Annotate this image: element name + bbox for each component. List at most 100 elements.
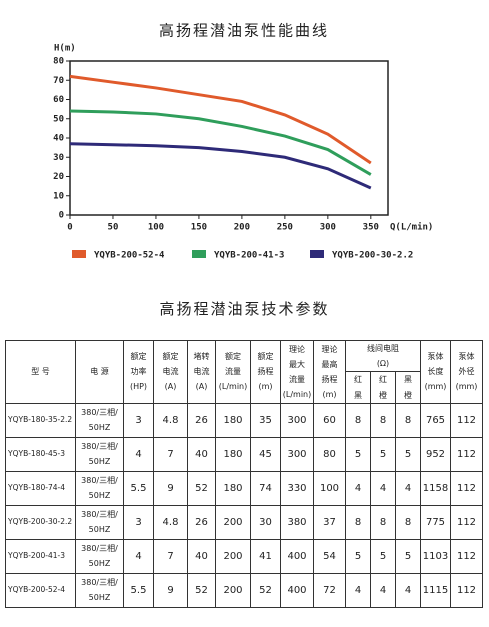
- line: [69, 109, 372, 176]
- x-tick-label: 300: [320, 223, 336, 233]
- cell-text: (mm): [455, 382, 478, 392]
- header-cell: 红橙: [370, 371, 396, 404]
- cell: 112: [450, 436, 483, 472]
- cell: 4: [395, 470, 421, 506]
- cell: 380/三相/50HZ: [75, 504, 124, 540]
- x-tick-label: 350: [363, 223, 379, 233]
- cell-text: 线间电阻: [367, 344, 399, 353]
- cell: 4: [345, 572, 371, 608]
- y-tick-label: 50: [53, 114, 64, 124]
- cell: 4: [370, 572, 396, 608]
- cell: 4.8: [153, 504, 188, 540]
- cell-text: 理论: [321, 344, 338, 354]
- cell-text: (HP): [129, 382, 148, 392]
- legend-swatch: [192, 250, 206, 258]
- cell-text: 功率: [130, 367, 147, 377]
- cell: YQYB-200-41-3: [5, 538, 76, 574]
- cell: YQYB-180-74-4: [5, 470, 76, 506]
- spec-table: 型 号电 源额定 功率 (HP) 额定 电流 (A) 堵转 电流 (A) 额定 流量 (L/min) 额…: [5, 339, 483, 608]
- cell-text: (m): [322, 390, 337, 400]
- cell: 112: [450, 402, 483, 438]
- y-tick-label: 70: [53, 76, 64, 86]
- cell: 380/三相/50HZ: [75, 470, 124, 506]
- header-row: 红黑红橙黑橙: [6, 371, 483, 404]
- cell: 1115: [420, 572, 451, 608]
- data-row: YQYB-180-45-3 380/三相/50HZ 4 7 40 180 45 300 80 5 5…: [5, 436, 483, 472]
- legend-label: YQYB-200-41-3: [214, 251, 284, 261]
- x-tick-label: 50: [108, 223, 119, 233]
- cell: 3: [123, 504, 154, 540]
- cell-text: 最大: [289, 359, 305, 369]
- x-tick-label: 100: [148, 223, 164, 233]
- cell: 180: [215, 470, 251, 506]
- cell-text: 380/三相/: [81, 544, 118, 554]
- cell: 300: [280, 402, 314, 438]
- header-row: 型 号电 源额定 功率 (HP) 额定 电流 (A) 堵转 电流 (A) 额定 流量 (L/min) 额…: [5, 339, 483, 404]
- cell: 200: [215, 538, 251, 574]
- line: [69, 74, 372, 165]
- line: [69, 142, 372, 190]
- legend-swatch: [72, 250, 86, 258]
- cell-text: 50HZ: [88, 593, 111, 603]
- cell: 200: [215, 572, 251, 608]
- cell: 4: [123, 538, 154, 574]
- header-cell: 红黑: [345, 371, 371, 404]
- cell: 380/三相/50HZ: [75, 436, 124, 472]
- x-tick-label: 150: [191, 223, 207, 233]
- y-tick-label: 10: [53, 191, 64, 201]
- cell-text: 红: [354, 375, 362, 385]
- header-cell: 额定功率 (HP): [123, 340, 154, 404]
- chart-title: 高扬程潜油泵性能曲线: [159, 22, 329, 40]
- legend-label: YQYB-200-30-2.2: [332, 251, 413, 261]
- cell: 5: [345, 436, 371, 472]
- cell: 330: [280, 470, 314, 506]
- header-cell: 理论 最高 扬程 (m): [313, 340, 346, 404]
- cell-text: 50HZ: [88, 423, 111, 433]
- header-cell: 黑橙: [395, 371, 421, 404]
- cell: 5: [370, 436, 396, 472]
- cell: 180: [215, 436, 251, 472]
- cell: 9: [153, 470, 188, 506]
- cell-text: (L/min): [282, 390, 312, 400]
- cell: 40: [187, 436, 216, 472]
- cell: 112: [450, 504, 483, 540]
- cell-text: 型 号: [31, 367, 50, 377]
- cell-text: 流量: [289, 374, 305, 384]
- cell: 8: [345, 402, 371, 438]
- cell-text: 380/三相/: [81, 476, 118, 486]
- cell: 112: [450, 470, 483, 506]
- cell-text: 额定: [225, 352, 241, 362]
- cell: YQYB-180-35-2.2: [5, 402, 76, 438]
- cell-text: 橙: [404, 390, 412, 400]
- cell: 5: [345, 538, 371, 574]
- cell: 300: [280, 436, 314, 472]
- cell: 4: [395, 572, 421, 608]
- cell: 52: [250, 572, 281, 608]
- cell: 952: [420, 436, 451, 472]
- cell: 54: [313, 538, 346, 574]
- x-tick-label: 250: [277, 223, 293, 233]
- cell: 3: [123, 402, 154, 438]
- cell-text: 泵体: [458, 352, 475, 362]
- cell: 60: [313, 402, 346, 438]
- cell-text: 电 源: [90, 367, 109, 377]
- cell-text: 最高: [321, 359, 338, 369]
- data-row: YQYB-200-30-2.2 380/三相/50HZ 3 4.8 26 200 30 380…: [5, 504, 483, 540]
- cell-text: 流量: [225, 367, 241, 377]
- cell: 380/三相/50HZ: [75, 538, 124, 574]
- cell-text: 50HZ: [88, 457, 111, 467]
- cell: 35: [250, 402, 281, 438]
- cell-text: 额定: [130, 352, 147, 362]
- y-tick-label: 60: [53, 95, 64, 105]
- data-row: YQYB-180-35-2.2 380/三相/50HZ 3 4.8 26 180 35 300…: [5, 402, 483, 438]
- cell: 52: [187, 470, 216, 506]
- cell-text: 50HZ: [88, 525, 111, 535]
- cell-text: 长度: [427, 367, 444, 377]
- header-cell: 线间电阻 (Ω): [345, 339, 421, 373]
- header-cell: 额定 扬程 (m): [250, 340, 281, 404]
- header-cell: 泵体 长度 (mm): [420, 340, 451, 404]
- cell: 9: [153, 572, 188, 608]
- cell-text: 黑: [354, 390, 362, 400]
- y-tick-label: 20: [53, 172, 64, 182]
- cell-text: (A): [164, 382, 177, 392]
